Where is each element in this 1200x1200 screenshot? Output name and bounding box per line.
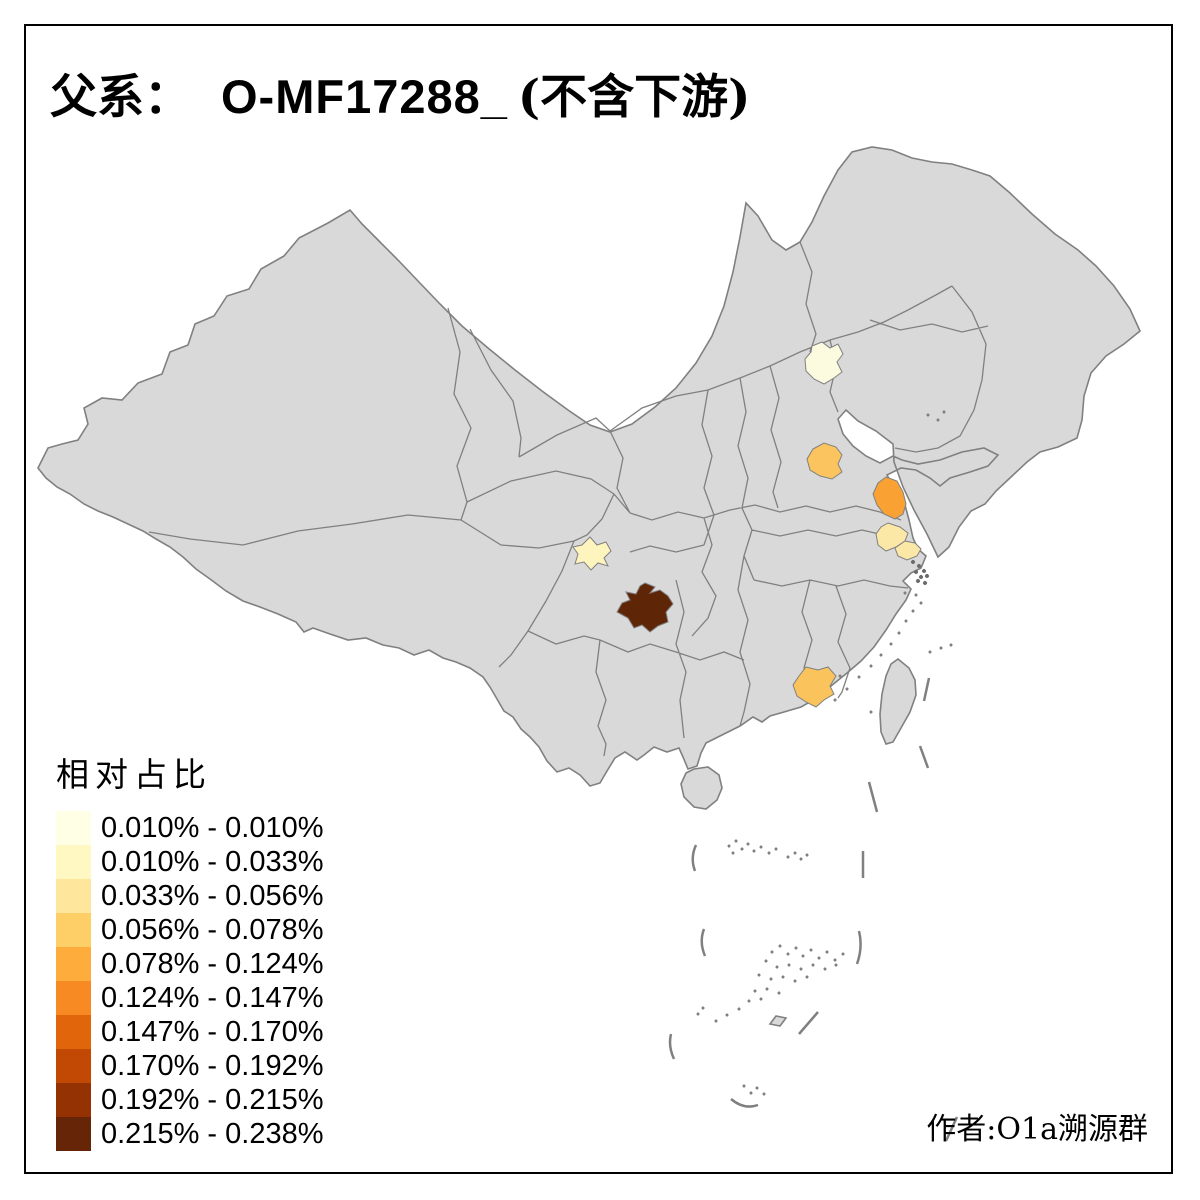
legend-label-9: 0.215% - 0.238% xyxy=(101,1117,324,1150)
legend-label-4: 0.078% - 0.124% xyxy=(101,947,324,980)
region-east-guangdong-area xyxy=(792,666,837,708)
legend-label-3: 0.056% - 0.078% xyxy=(101,913,324,946)
legend-swatch-7 xyxy=(56,1049,91,1083)
title-prefix: 父系： xyxy=(50,70,191,125)
hainan-island xyxy=(680,766,723,810)
legend-swatch-0 xyxy=(56,811,91,845)
province-borders xyxy=(148,241,989,757)
legend-row-7: 0.170% - 0.192% xyxy=(56,1049,323,1083)
legend-label-5: 0.124% - 0.147% xyxy=(101,981,324,1014)
legend-row-1: 0.010% - 0.033% xyxy=(56,845,323,879)
legend-title: 相对占比 xyxy=(56,755,212,794)
legend-row-0: 0.010% - 0.010% xyxy=(56,811,323,845)
region-chengdu-area xyxy=(572,536,612,571)
legend-row-2: 0.033% - 0.056% xyxy=(56,879,323,913)
page-title: 父系： O-MF17288_ (不含下游) xyxy=(50,58,750,127)
taiwan-island xyxy=(879,657,917,745)
small-islands-dots xyxy=(696,410,953,1096)
legend-label-6: 0.147% - 0.170% xyxy=(101,1015,324,1048)
legend-items: 0.010% - 0.010% 0.010% - 0.033% 0.033% - 0… xyxy=(56,811,323,1151)
nine-dash-line xyxy=(668,677,959,1142)
title-haplogroup: O-MF17288_ xyxy=(221,70,508,123)
legend-label-7: 0.170% - 0.192% xyxy=(101,1049,324,1082)
legend-swatch-5 xyxy=(56,981,91,1015)
china-mainland-shape xyxy=(37,146,1141,787)
legend-row-8: 0.192% - 0.215% xyxy=(56,1083,323,1117)
legend-row-9: 0.215% - 0.238% xyxy=(56,1117,323,1151)
south-sea-islet xyxy=(768,1015,788,1027)
legend-swatch-1 xyxy=(56,845,91,879)
legend: 相对占比 0.010% - 0.010% 0.010% - 0.033% 0.033… xyxy=(56,748,323,1151)
legend-row-4: 0.078% - 0.124% xyxy=(56,947,323,981)
region-south-jiangsu-area xyxy=(894,540,922,561)
legend-swatch-4 xyxy=(56,947,91,981)
legend-swatch-3 xyxy=(56,913,91,947)
legend-row-6: 0.147% - 0.170% xyxy=(56,1015,323,1049)
legend-row-3: 0.056% - 0.078% xyxy=(56,913,323,947)
legend-row-5: 0.124% - 0.147% xyxy=(56,981,323,1015)
legend-label-2: 0.033% - 0.056% xyxy=(101,879,324,912)
legend-label-1: 0.010% - 0.033% xyxy=(101,845,324,878)
region-north-guizhou-area xyxy=(616,582,674,633)
attribution-text: 作者:O1a溯源群 xyxy=(926,1112,1148,1147)
legend-swatch-2 xyxy=(56,879,91,913)
region-southwest-shandong-area xyxy=(806,442,843,480)
region-beijing-area xyxy=(804,341,844,385)
legend-swatch-8 xyxy=(56,1083,91,1117)
highlighted-regions xyxy=(572,341,922,708)
legend-label-8: 0.192% - 0.215% xyxy=(101,1083,324,1116)
legend-label-0: 0.010% - 0.010% xyxy=(101,811,324,844)
region-central-jiangsu-coast xyxy=(872,476,907,520)
legend-swatch-6 xyxy=(56,1015,91,1049)
legend-swatch-9 xyxy=(56,1117,91,1151)
shanghai-archipelago-dots xyxy=(911,560,930,586)
title-suffix: (不含下游) xyxy=(517,70,751,125)
